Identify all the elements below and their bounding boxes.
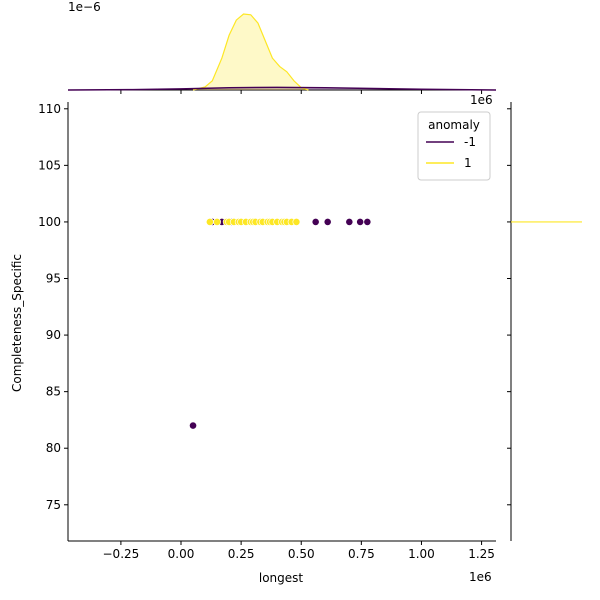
y-axis-offset-label: 1e6: [470, 93, 493, 107]
legend-title: anomaly: [428, 118, 480, 132]
point-anomaly-neg1: [323, 218, 332, 226]
point-anomaly-neg1: [363, 218, 372, 226]
legend: anomaly -1 1: [417, 111, 491, 181]
y-tick-label: 90: [46, 328, 61, 342]
right-marginal-kde: [507, 102, 582, 541]
legend-label: 1: [464, 156, 472, 170]
point-anomaly-1: [205, 218, 214, 226]
top-marginal-offset-label: 1e−6: [68, 0, 101, 14]
y-tick-label: 105: [38, 158, 61, 172]
kde-fill-anomaly-1: [193, 14, 309, 90]
x-tick-label: 1.00: [408, 547, 435, 561]
point-anomaly-neg1: [356, 218, 365, 226]
y-tick-label: 75: [46, 498, 61, 512]
x-tick-label: 0.00: [168, 547, 195, 561]
y-tick-label: 85: [46, 385, 61, 399]
point-anomaly-neg1: [311, 218, 320, 226]
y-axis-label: Completeness_Specific: [10, 254, 24, 392]
x-axis-label: longest: [259, 571, 304, 585]
kde-line-anomaly-1: [192, 13, 309, 91]
x-tick-label: 0.50: [288, 547, 315, 561]
point-anomaly-neg1: [345, 218, 354, 226]
y-tick-label: 95: [46, 272, 61, 286]
point-anomaly-1: [292, 218, 301, 226]
point-anomaly-1: [213, 218, 221, 226]
kde-line-anomaly-neg1: [67, 86, 497, 91]
x-axis-offset-label: 1e6: [469, 570, 492, 584]
y-tick-label: 80: [46, 441, 61, 455]
x-tick-label: −0.25: [103, 547, 140, 561]
x-tick-label: 0.25: [228, 547, 255, 561]
top-marginal-kde: 1e−6: [67, 0, 497, 94]
y-tick-label: 100: [38, 215, 61, 229]
point-anomaly-neg1: [189, 421, 197, 430]
x-tick-label: 0.75: [348, 547, 375, 561]
x-tick-label: 1.25: [468, 547, 495, 561]
main-scatter-axes: 1e6 −0.25 0.00 0.25 0.50 0.75 1.00 1.25 75 80 85 9…: [38, 93, 496, 561]
legend-label: -1: [464, 135, 476, 149]
y-tick-label: 110: [38, 102, 61, 116]
